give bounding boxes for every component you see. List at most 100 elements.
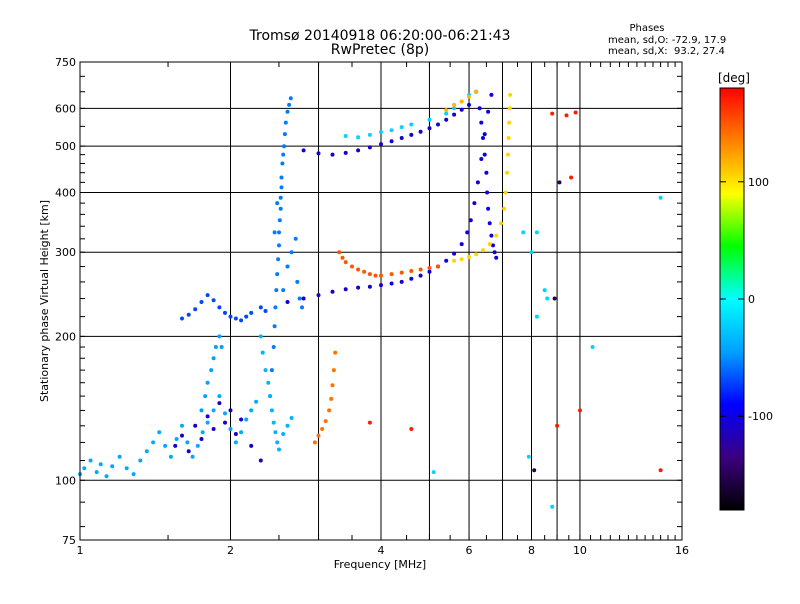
- data-point: [195, 443, 200, 448]
- x-tick-label: 16: [675, 544, 689, 557]
- data-point: [399, 279, 404, 284]
- data-point: [173, 443, 178, 448]
- colorbar-label: [deg]: [718, 71, 750, 85]
- data-point: [205, 293, 210, 298]
- data-point: [244, 417, 249, 422]
- data-point: [279, 175, 284, 180]
- data-point: [337, 250, 342, 255]
- data-point: [431, 470, 436, 475]
- data-point: [219, 345, 224, 349]
- data-point: [409, 276, 414, 281]
- data-point: [482, 152, 487, 157]
- data-point: [367, 132, 372, 137]
- data-point: [281, 288, 286, 293]
- x-tick-label: 6: [466, 544, 473, 557]
- x-tick-label: 2: [227, 544, 234, 557]
- data-point: [444, 111, 449, 116]
- data-point: [269, 368, 274, 373]
- data-point: [258, 458, 263, 463]
- data-point: [467, 102, 471, 107]
- data-point: [239, 417, 244, 422]
- data-point: [474, 252, 479, 257]
- data-point: [492, 250, 497, 255]
- data-point: [343, 134, 348, 138]
- plot-frame: [79, 61, 683, 541]
- data-point: [217, 394, 222, 399]
- data-point: [557, 180, 562, 185]
- data-point: [266, 380, 271, 385]
- data-point: [193, 307, 198, 312]
- x-tick-label: 1: [77, 544, 84, 557]
- data-point: [233, 432, 238, 436]
- data-point: [131, 472, 136, 477]
- stats-line-x: mean, sd,X: 93.2, 27.4: [608, 46, 725, 57]
- data-point: [278, 195, 283, 200]
- data-point: [285, 300, 290, 304]
- data-point: [300, 305, 304, 310]
- data-point: [199, 437, 204, 441]
- data-point: [506, 136, 511, 140]
- chart-subtitle: RwPretec (8p): [331, 42, 429, 58]
- data-point: [244, 314, 249, 319]
- data-point: [486, 206, 491, 211]
- colorbar-ticks: 100 0 -100: [720, 176, 773, 423]
- data-point: [273, 430, 278, 435]
- data-point: [211, 356, 216, 361]
- data-point: [459, 107, 464, 112]
- data-point: [569, 175, 574, 180]
- data-point: [389, 139, 394, 144]
- y-tick-label: 300: [55, 246, 76, 259]
- x-tick-label: 4: [378, 544, 385, 557]
- data-point: [82, 466, 87, 471]
- data-point: [330, 383, 335, 388]
- data-point: [452, 112, 457, 117]
- data-point: [180, 423, 184, 428]
- data-point: [186, 312, 191, 317]
- data-point: [282, 144, 287, 149]
- data-point: [379, 130, 383, 135]
- data-point: [459, 257, 464, 262]
- data-point: [373, 273, 378, 278]
- data-point: [239, 318, 244, 323]
- data-point: [399, 125, 404, 130]
- data-point: [329, 396, 334, 401]
- colorbar-tick-label: 100: [748, 176, 769, 189]
- data-point: [350, 264, 354, 269]
- data-point: [280, 161, 285, 166]
- data-point: [272, 230, 277, 235]
- data-point: [482, 132, 487, 137]
- data-point: [485, 190, 490, 195]
- data-point: [88, 458, 93, 463]
- data-point: [550, 504, 555, 509]
- data-point: [217, 305, 222, 310]
- chart-title: Tromsø 20140918 06:20:00-06:21:43: [249, 28, 511, 44]
- data-point: [297, 296, 302, 301]
- data-point: [174, 437, 179, 441]
- data-point: [409, 122, 414, 127]
- data-point: [409, 269, 414, 273]
- y-tick-label: 600: [55, 102, 76, 115]
- data-point: [285, 109, 290, 114]
- data-point: [494, 233, 499, 238]
- data-point: [330, 152, 335, 157]
- data-point: [409, 427, 414, 431]
- data-point: [199, 408, 204, 413]
- data-point: [273, 305, 278, 310]
- data-point: [278, 206, 283, 211]
- data-point: [274, 288, 279, 293]
- data-point: [277, 243, 281, 248]
- data-point: [233, 316, 238, 321]
- y-tick-label: 75: [62, 534, 76, 547]
- data-point: [418, 267, 423, 272]
- data-point: [468, 218, 473, 223]
- data-point: [258, 334, 263, 339]
- data-point: [427, 269, 432, 274]
- data-point: [427, 126, 432, 131]
- data-point: [444, 258, 449, 263]
- data-point: [491, 243, 495, 248]
- data-point: [479, 120, 484, 125]
- data-point: [356, 267, 361, 272]
- data-point: [285, 423, 290, 428]
- data-points: [78, 89, 663, 509]
- data-point: [289, 416, 294, 420]
